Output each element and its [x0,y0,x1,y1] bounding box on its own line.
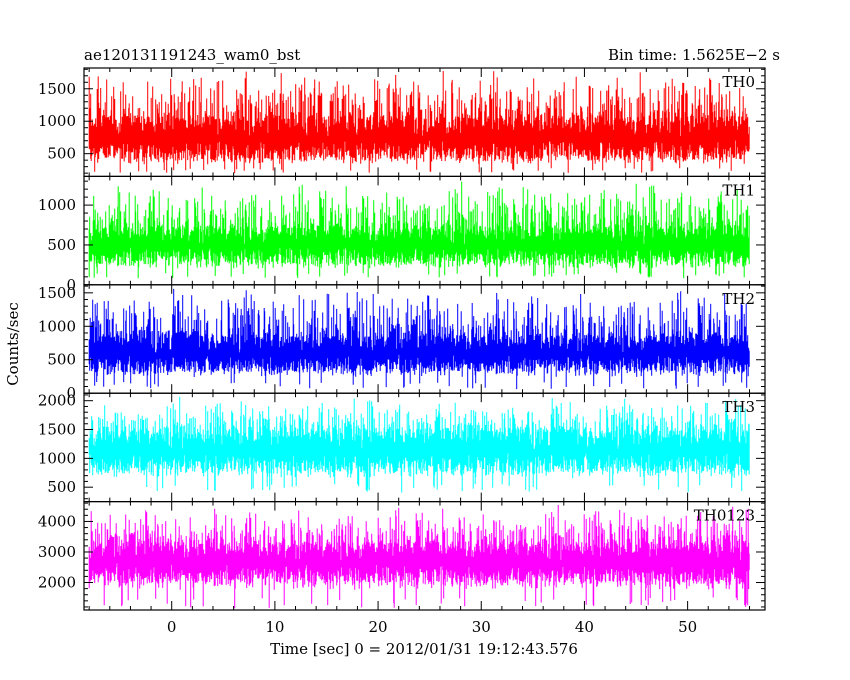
x-axis-label: Time [sec] 0 = 2012/01/31 19:12:43.576 [270,640,578,658]
y-tick-label: 2000 [38,574,76,592]
panel-label: TH1 [722,181,755,199]
y-tick-label: 1000 [38,112,76,130]
x-tick-label: 50 [678,618,697,636]
panel-label: TH2 [722,290,755,308]
series-th1 [88,181,750,279]
panel-label: TH0123 [694,507,755,525]
panel-th2: 0 500 1000 1500 TH2 [38,284,766,402]
y-tick-label: 3000 [38,543,76,561]
y-tick-label: 1500 [38,80,76,98]
x-tick-label: 40 [575,618,594,636]
y-tick-label: 0 [66,384,76,402]
y-tick-label: 1000 [38,449,76,467]
y-tick-label: 0 [66,276,76,294]
y-tick-label: 500 [47,145,76,163]
series-th0123 [88,505,750,609]
y-axis-label: Counts/sec [4,302,22,386]
x-tick-label: 30 [472,618,491,636]
bin-time-label: Bin time: 1.5625E−2 s [608,46,780,64]
series-th3 [88,396,750,493]
panel-th3: 500 1000 1500 2000 TH3 [38,392,766,503]
y-tick-label: 500 [47,351,76,369]
panel-label: TH0 [722,73,755,91]
panel-th0: 500 1000 1500 TH0 [38,67,766,178]
x-tick-label: 0 [167,618,177,636]
y-tick-label: 1000 [38,196,76,214]
y-tick-label: 500 [47,478,76,496]
panel-th0123: 2000 3000 4000 TH0123 [38,501,766,611]
series-th0 [88,71,750,174]
panel-th1: 0 500 1000 TH1 [38,175,766,294]
series-th2 [88,288,750,390]
y-tick-label: 1500 [38,421,76,439]
x-tick-label: 20 [369,618,388,636]
y-tick-label: 500 [47,236,76,254]
y-tick-label: 2000 [38,392,76,410]
panel-frame [83,501,766,611]
x-tick-label: 10 [265,618,284,636]
plot-title: ae120131191243_wam0_bst [84,46,300,64]
y-tick-label: 1500 [38,284,76,302]
panel-label: TH3 [722,398,755,416]
y-tick-label: 4000 [38,512,76,530]
y-tick-label: 1000 [38,317,76,335]
